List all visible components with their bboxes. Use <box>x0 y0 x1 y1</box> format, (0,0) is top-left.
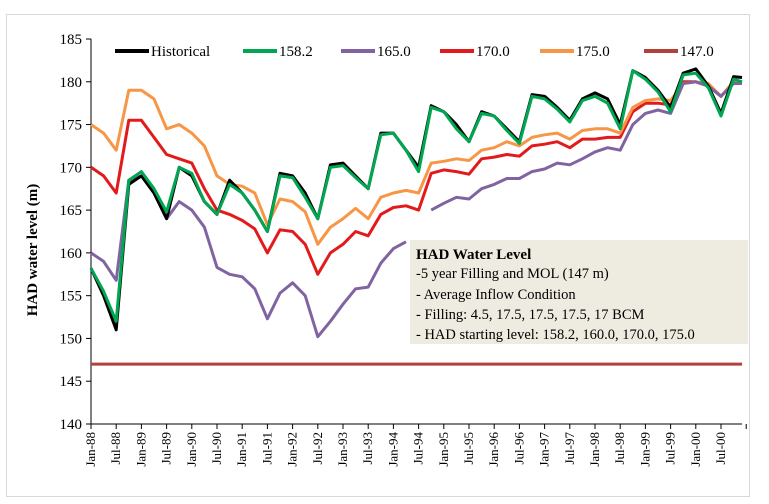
series-line-158-2 <box>89 69 743 323</box>
annotation-line: -5 year Filling and MOL (147 m) <box>416 266 609 282</box>
x-tick-label: Jul-00 <box>713 432 728 465</box>
y-tick-label: 165 <box>60 203 83 219</box>
legend-item-label: 165.0 <box>377 44 411 60</box>
series-line-170-0 <box>90 80 742 276</box>
annotation-title: HAD Water Level <box>416 247 531 263</box>
x-tick-label: Jul-91 <box>259 432 274 465</box>
y-tick-label: 180 <box>60 75 83 91</box>
y-axis-label: HAD water level (m) <box>25 184 41 317</box>
annotation-background <box>410 240 748 344</box>
legend: Historical 158.2 165.0 170.0 175.0 147.0 <box>115 44 714 60</box>
y-tick-label: 145 <box>60 374 83 390</box>
x-tick-label: Jul-94 <box>411 432 426 465</box>
y-tick-label: 155 <box>60 289 83 305</box>
legend-item-label: 175.0 <box>576 44 610 60</box>
x-tick-label: Jan-93 <box>335 432 350 467</box>
x-tick-label: Jul-92 <box>310 432 325 465</box>
y-tick-labels: 140 145 150 155 160 165 170 175 180 185 <box>60 32 91 433</box>
x-tick-label: Jan-91 <box>234 432 249 467</box>
y-tick-label: 150 <box>60 331 83 347</box>
x-tick-label: Jul-93 <box>360 432 375 465</box>
x-tick-labels: Jan-88 Jul-88 Jan-89 Jul-89 Jan-90 Jul-90 Jan-… <box>83 424 747 467</box>
legend-item-label: Historical <box>151 44 210 60</box>
x-tick-label: Jul-88 <box>108 432 123 465</box>
y-tick-label: 175 <box>60 118 83 134</box>
x-tick-label: Jul-97 <box>562 432 577 465</box>
x-tick-label: Jan-88 <box>83 432 98 467</box>
y-tick-label: 170 <box>60 160 83 176</box>
x-tick-label: Jul-96 <box>511 432 526 465</box>
x-tick-label: Jan-96 <box>486 432 501 467</box>
x-tick-label: Jan-99 <box>637 432 652 467</box>
x-tick-label: Jan-89 <box>133 432 148 467</box>
x-tick-label: Jul-90 <box>209 432 224 465</box>
x-tick-label: Jan-97 <box>537 432 552 467</box>
series-line-175-0 <box>90 80 743 246</box>
y-tick-label: 185 <box>60 32 83 48</box>
y-tick-label: 140 <box>60 417 83 433</box>
x-tick-label: Jul-98 <box>612 432 627 465</box>
legend-item-label: 170.0 <box>476 44 510 60</box>
x-tick-label: Jan-95 <box>436 432 451 467</box>
x-tick-label: Jan-90 <box>184 432 199 467</box>
x-tick-label: Jan-98 <box>587 432 602 467</box>
annotation-line: - Filling: 4.5, 17.5, 17.5, 17.5, 17 BCM <box>416 307 645 323</box>
x-tick-label: Jul-89 <box>159 432 174 465</box>
x-tick-label: Jan-00 <box>688 432 703 467</box>
legend-item-label: 147.0 <box>680 44 714 60</box>
series-layer <box>89 67 743 366</box>
annotation-line: - HAD starting level: 158.2, 160.0, 170.… <box>416 327 695 343</box>
x-tick-label: Jul-95 <box>461 432 476 465</box>
legend-item-label: 158.2 <box>279 44 313 60</box>
x-tick-label: Jan-92 <box>285 432 300 467</box>
annotation-line: - Average Inflow Condition <box>416 287 576 303</box>
y-tick-label: 160 <box>60 246 83 262</box>
x-tick-label: Jan-94 <box>385 432 400 467</box>
x-tick-label: Jul-99 <box>663 432 678 465</box>
axes <box>90 39 742 425</box>
annotation-box: HAD Water Level -5 year Filling and MOL … <box>410 240 748 344</box>
